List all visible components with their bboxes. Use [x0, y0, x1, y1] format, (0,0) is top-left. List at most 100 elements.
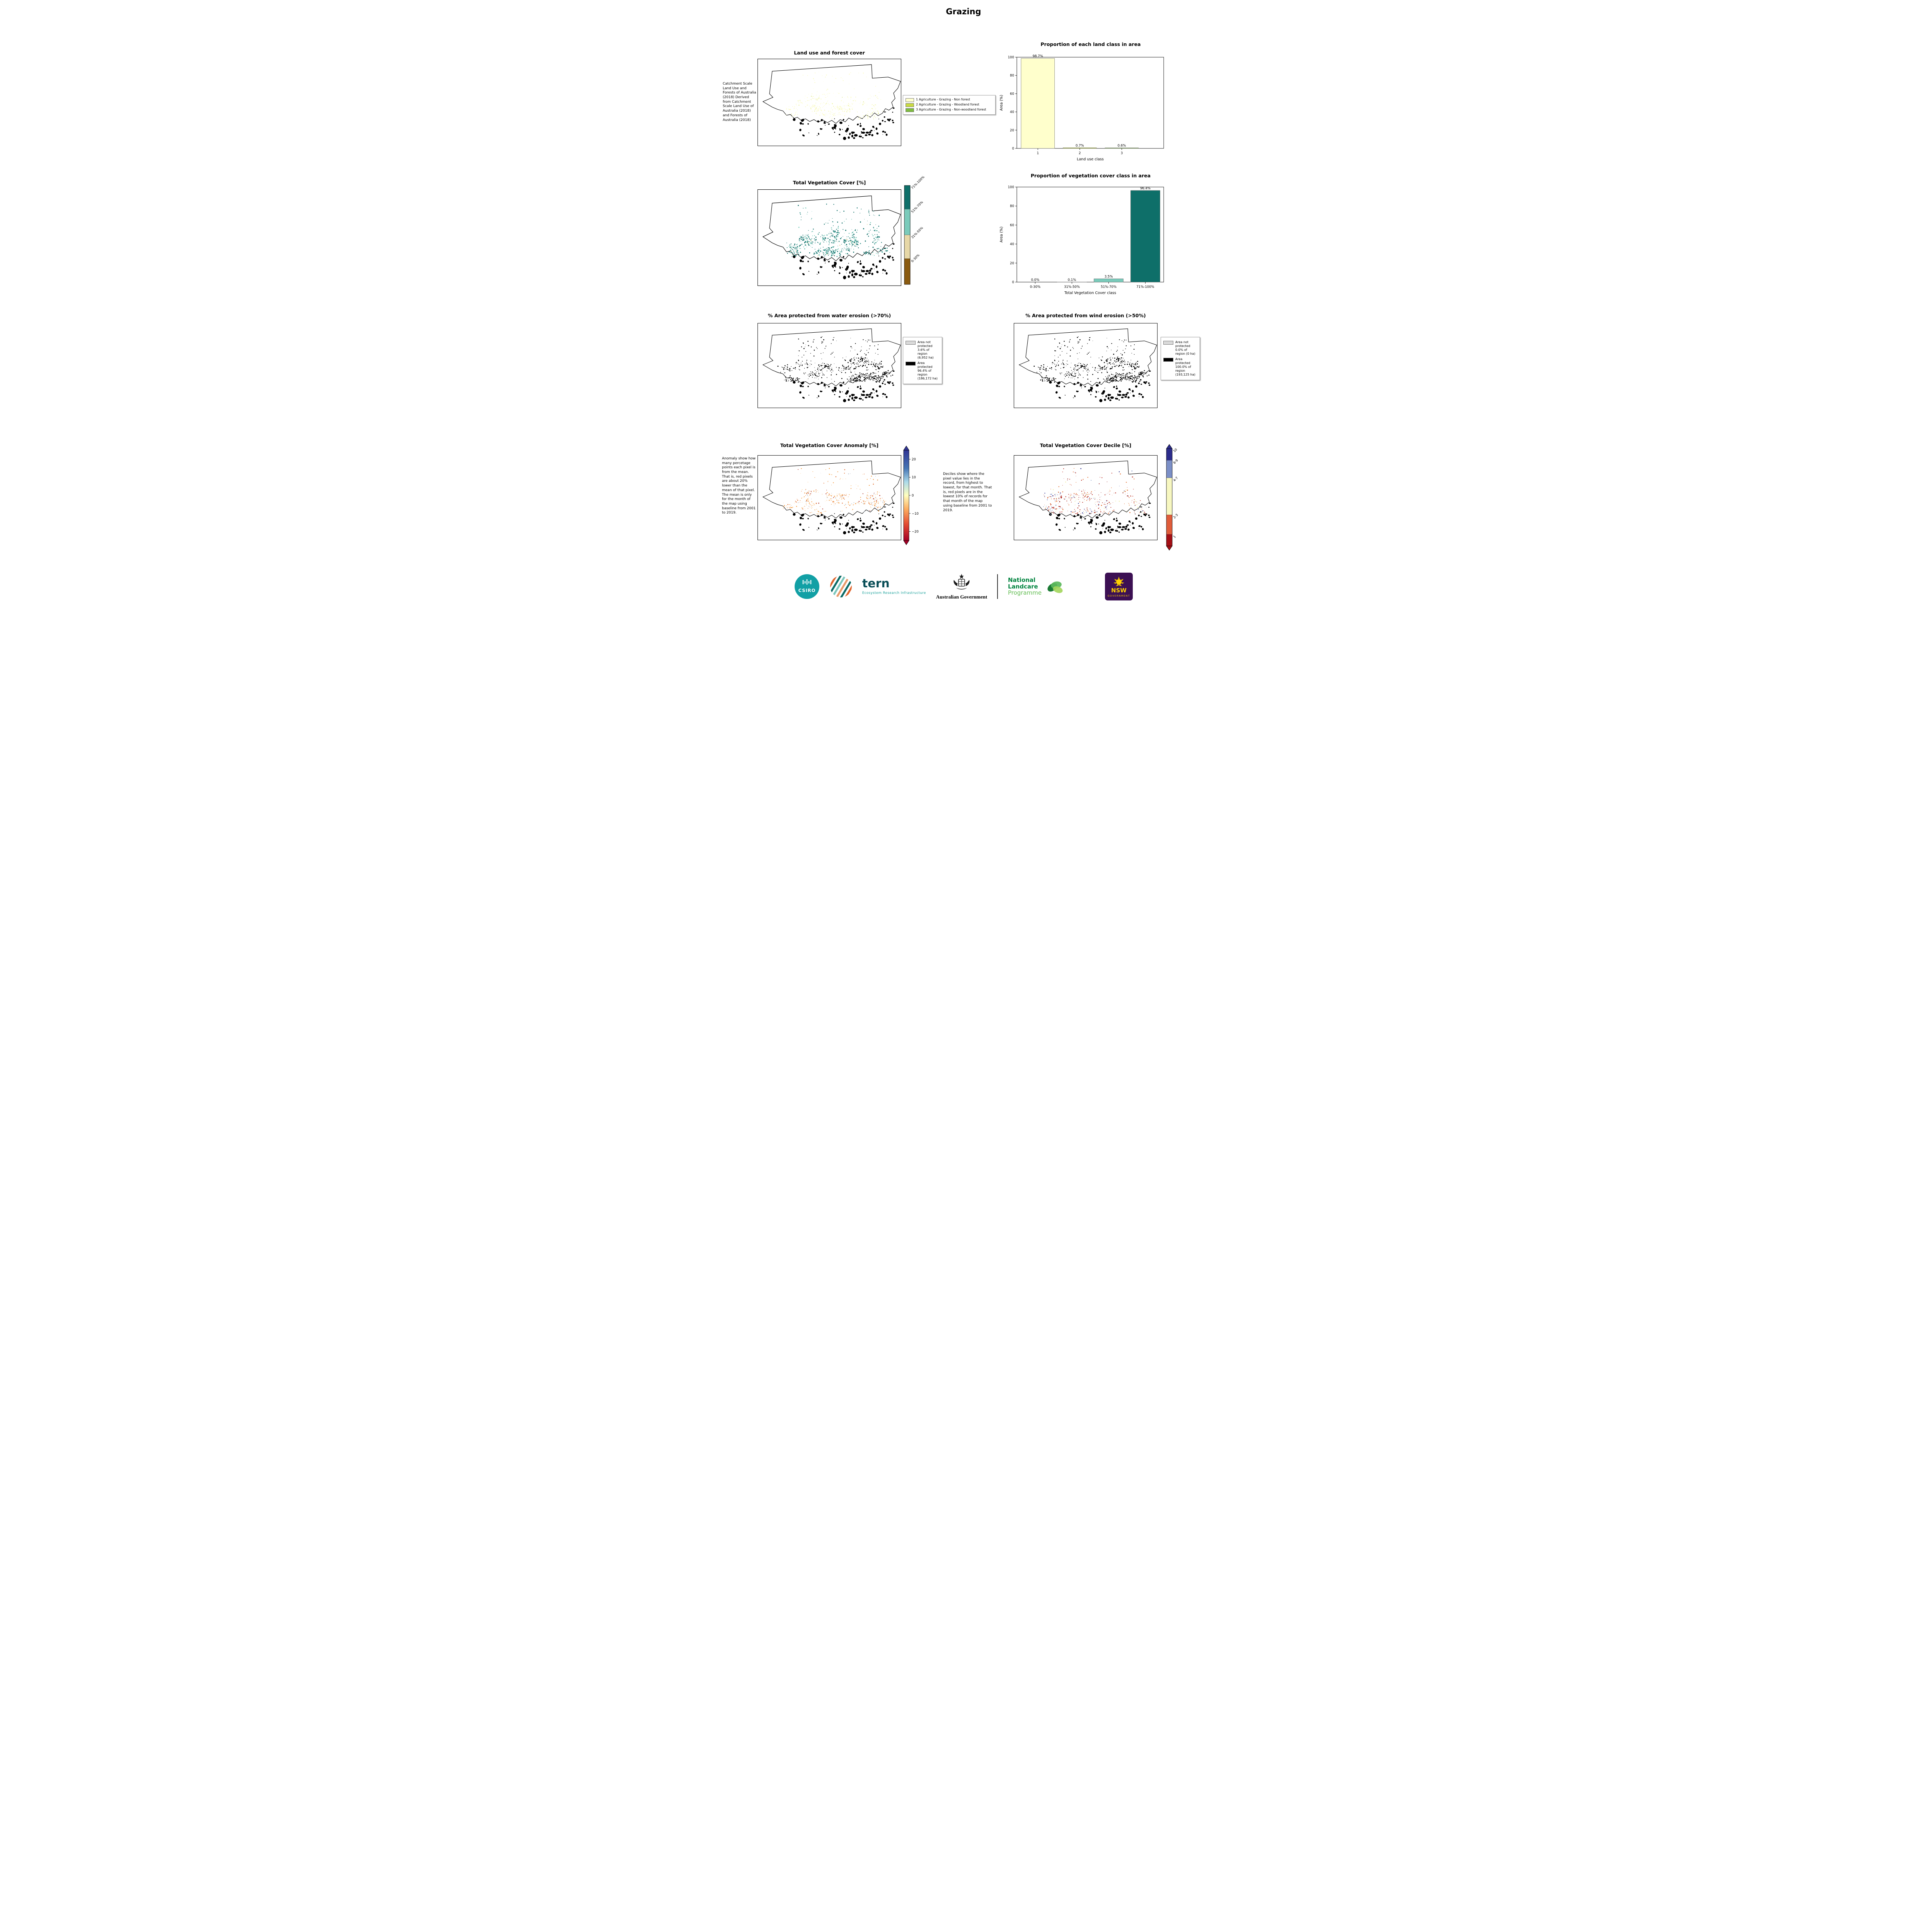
colorbar-segment: [1166, 515, 1173, 534]
landcare-leaves-icon: [1047, 581, 1063, 593]
svg-text:0.6%: 0.6%: [1118, 144, 1126, 148]
legend-label: Area not protected 0.0% of region (0 ha): [1175, 340, 1195, 355]
colorbar-segment: [904, 209, 911, 235]
svg-text:0.1%: 0.1%: [1068, 278, 1076, 282]
svg-text:4-7: 4-7: [1172, 476, 1179, 482]
landuse-caption: Catchment Scale Land Use and Forests of …: [723, 82, 756, 122]
svg-text:0: 0: [1012, 281, 1014, 284]
water-legend: Area not protected 3.6% of region (6,952…: [903, 337, 942, 384]
map-dots: [783, 468, 890, 515]
svg-text:0: 0: [1012, 147, 1014, 151]
svg-text:0-30%: 0-30%: [910, 253, 920, 263]
svg-text:0.0%: 0.0%: [1031, 278, 1040, 282]
colorbar-segment: [1166, 478, 1173, 515]
anomaly-caption: Anomaly show how many percetage points e…: [722, 457, 756, 515]
legend-label: 1 Agriculture - Grazing - Non forest: [916, 98, 970, 101]
anomaly-map: [758, 455, 901, 540]
map-dots: [786, 71, 883, 120]
national-landcare-logo: National Landcare Programme: [1008, 576, 1065, 597]
nsw-text: NSW: [1111, 587, 1127, 594]
legend-swatch: [1163, 341, 1173, 345]
svg-text:1: 1: [1172, 534, 1176, 539]
svg-text:Area (%): Area (%): [999, 95, 1004, 111]
svg-text:71%-100%: 71%-100%: [1136, 285, 1154, 289]
svg-text:51%-70%: 51%-70%: [910, 200, 924, 214]
colorbar-segment: [904, 235, 911, 259]
svg-text:Land use class: Land use class: [1077, 157, 1104, 162]
csiro-text: CSIRO: [798, 588, 815, 593]
svg-text:2-3: 2-3: [1172, 513, 1179, 519]
svg-text:3: 3: [1121, 151, 1123, 155]
landclass-chart: 0 20 40 60 80 100 1 98.7% 2 0.7% 3 0.6% Land use cla…: [999, 54, 1164, 162]
bar: [1021, 58, 1055, 149]
page-title: Grazing: [946, 7, 981, 17]
svg-text:Area (%): Area (%): [999, 226, 1004, 242]
wind-map: [1014, 323, 1158, 408]
svg-text:0: 0: [912, 494, 914, 498]
svg-text:31%-50%: 31%-50%: [1064, 285, 1080, 289]
colorbar-segment: [904, 185, 911, 209]
anomaly-colorbar: 20 10 0 −10 −20: [903, 446, 919, 545]
coastal-islands: [1049, 370, 1151, 402]
landuse-map-title: Land use and forest cover: [794, 50, 865, 56]
wind-legend: Area not protected 0.0% of region (0 ha)…: [1161, 337, 1200, 380]
vegclass-chart: 0 20 40 60 80 100 0-30% 0.0% 31%-50% 0.1% 51%-70% 3…: [999, 185, 1164, 295]
legend-label: Area protected 100.0% of region (193,125…: [1175, 357, 1195, 376]
legend-label: Area not protected 3.6% of region (6,952…: [918, 340, 934, 359]
svg-text:40: 40: [1010, 243, 1014, 247]
colorbar-segment: [1166, 534, 1173, 546]
svg-text:96.4%: 96.4%: [1140, 187, 1151, 190]
legend-swatch: [906, 362, 916, 366]
legend-item: Area protected 100.0% of region (193,125…: [1163, 357, 1197, 377]
svg-text:51%-70%: 51%-70%: [1101, 285, 1117, 289]
svg-text:20: 20: [1010, 262, 1014, 265]
legend-item: 1 Agriculture - Grazing - Non forest: [906, 98, 993, 102]
logo-divider: [997, 574, 998, 599]
veg-map-title: Total Vegetation Cover [%]: [793, 180, 866, 185]
svg-text:80: 80: [1010, 74, 1014, 78]
colorbar-segment: [1166, 460, 1173, 478]
decile-map-title: Total Vegetation Cover Decile [%]: [1040, 442, 1132, 448]
svg-text:100: 100: [1008, 56, 1014, 60]
coastal-islands: [793, 243, 895, 279]
svg-text:20: 20: [1010, 129, 1014, 133]
coastal-islands: [793, 502, 895, 534]
map-dots: [1033, 336, 1148, 383]
bar: [1094, 279, 1124, 282]
report-page: Grazing Land use and forest cover Catchm…: [722, 0, 1205, 618]
region-outline: [1018, 328, 1157, 386]
nlp-line1: National: [1008, 577, 1036, 584]
svg-text:40: 40: [1010, 111, 1014, 114]
legend-label: 3 Agriculture - Grazing - Non-woodland f…: [916, 108, 986, 111]
landclass-chart-title: Proportion of each land class in area: [1040, 41, 1141, 47]
landuse-map: [758, 59, 901, 146]
csiro-circle: [794, 574, 819, 599]
water-map-title: % Area protected from water erosion (>70…: [768, 313, 891, 318]
coastal-islands: [793, 370, 895, 402]
waratah-icon: [1113, 577, 1125, 586]
landuse-legend: 1 Agriculture - Grazing - Non forest 2 Ag…: [903, 95, 996, 115]
svg-text:8-9: 8-9: [1172, 458, 1179, 465]
legend-swatch: [906, 341, 916, 345]
tern-logo-mark: [830, 576, 852, 597]
csiro-logo: CSIRO: [794, 574, 819, 599]
legend-swatch: [906, 108, 914, 112]
legend-swatch: [906, 98, 914, 102]
svg-text:100: 100: [1008, 185, 1014, 189]
nlp-line3: Programme: [1008, 589, 1042, 597]
legend-item: Area protected 96.4% of region (186,172 …: [906, 361, 940, 381]
vegclass-chart-title: Proportion of vegetation cover class in …: [1030, 173, 1151, 179]
national-landcare-text: National Landcare Programme: [1008, 577, 1042, 596]
tern-logo-text: tern Ecosystem Research Infrastructure: [862, 578, 926, 595]
colorbar-segment: [1166, 448, 1173, 461]
region-outline: [762, 461, 901, 519]
svg-text:Total Vegetation Cover class: Total Vegetation Cover class: [1064, 291, 1116, 295]
veg-map: [758, 189, 901, 286]
svg-text:−10: −10: [912, 512, 919, 516]
legend-swatch: [906, 103, 914, 107]
colorbar-segment: [904, 259, 911, 285]
svg-text:1: 1: [1037, 151, 1039, 155]
svg-text:98.7%: 98.7%: [1033, 54, 1043, 58]
decile-colorbar: 10 8-9 4-7 2-3 1: [1166, 444, 1179, 551]
map-dots: [777, 336, 892, 383]
